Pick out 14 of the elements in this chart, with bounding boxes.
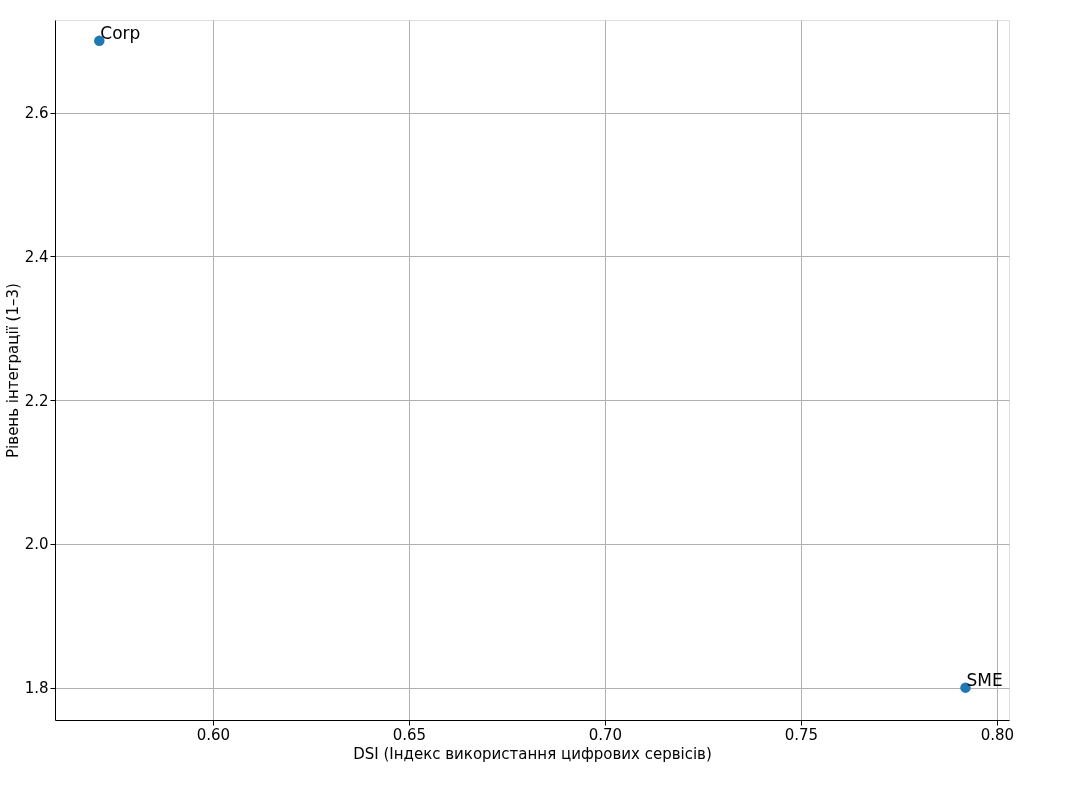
x-axis-title: DSI (Індекс використання цифрових сервісів) xyxy=(353,744,712,763)
y-axis-title: Рівень інтеграції (1–3) xyxy=(3,283,22,458)
y-tick-label: 2.2 xyxy=(24,391,49,410)
x-tick-label: 0.75 xyxy=(784,725,819,744)
x-tick-label: 0.65 xyxy=(392,725,427,744)
y-tick-label: 1.8 xyxy=(24,679,49,698)
y-tick-label: 2.4 xyxy=(24,247,49,266)
annotation: SME xyxy=(966,669,1003,690)
x-tick-label: 0.60 xyxy=(196,725,231,744)
y-tick-label: 2.6 xyxy=(24,104,49,123)
annotation: Corp xyxy=(100,22,141,43)
x-tick-label: 0.70 xyxy=(588,725,623,744)
x-tick-label: 0.80 xyxy=(980,725,1015,744)
y-tick-label: 2.0 xyxy=(24,535,49,554)
